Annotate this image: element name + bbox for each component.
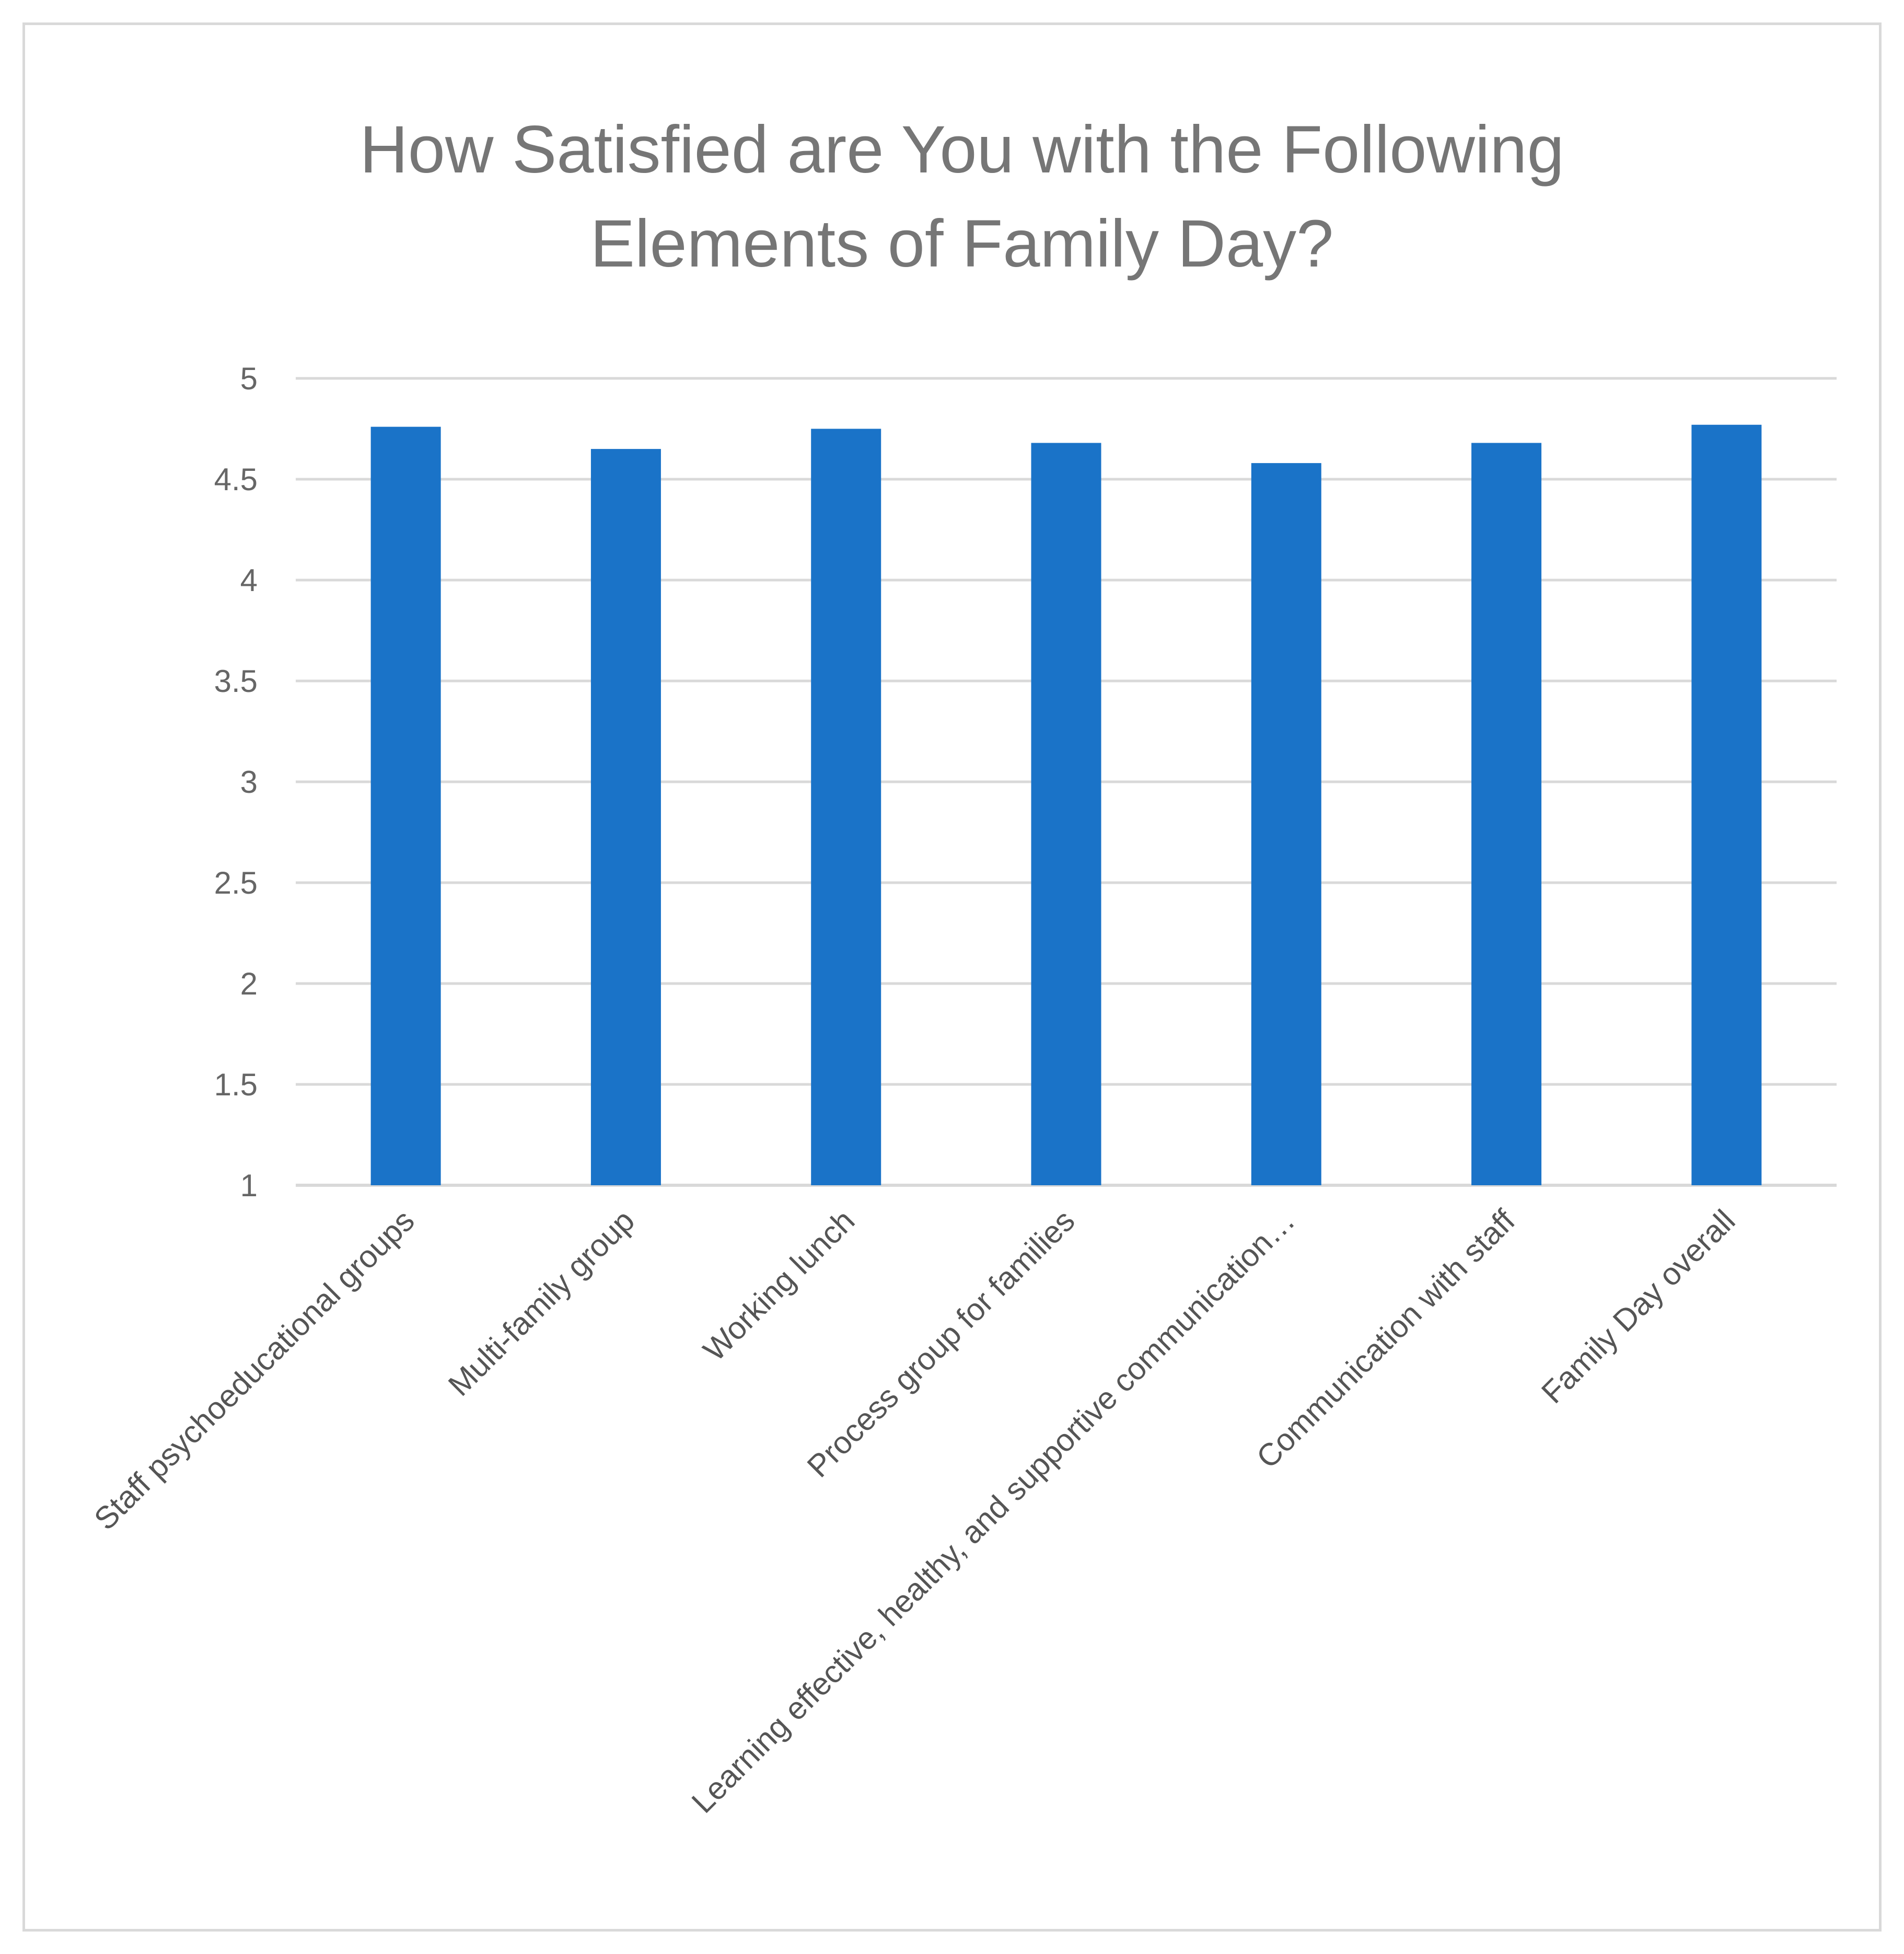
chart-frame — [22, 22, 1882, 1932]
y-tick-label: 4.5 — [214, 462, 258, 497]
y-tick-label: 2.5 — [214, 865, 258, 900]
bar — [590, 449, 661, 1185]
y-tick-label: 2 — [240, 966, 258, 1001]
bar — [1691, 424, 1762, 1185]
y-tick-label: 1 — [240, 1168, 258, 1203]
x-category-label: Staff psychoeducational groups — [87, 1203, 421, 1537]
chart-title-line-2: Elements of Family Day? — [590, 206, 1334, 281]
chart-title: How Satisfied are You with the Following… — [359, 112, 1564, 281]
y-tick-label: 4 — [240, 563, 258, 598]
x-category-label: Multi-family group — [442, 1203, 641, 1403]
chart-title-line-1: How Satisfied are You with the Following — [359, 112, 1564, 187]
y-tick-label: 5 — [240, 361, 258, 396]
x-category-label: Communication with staff — [1250, 1203, 1522, 1475]
bar — [1031, 443, 1101, 1185]
bar — [811, 429, 881, 1185]
x-category-label: Working lunch — [696, 1203, 861, 1368]
bars — [370, 424, 1762, 1185]
x-category-label: Family Day overall — [1535, 1203, 1742, 1410]
bar — [1251, 463, 1321, 1185]
y-axis-tick-labels: 1 1.5 2 2.5 3 3.5 4 4.5 5 — [214, 361, 258, 1203]
y-tick-label: 3 — [240, 765, 258, 800]
y-tick-label: 3.5 — [214, 664, 258, 699]
bar — [370, 426, 441, 1185]
bar — [1471, 443, 1542, 1185]
x-axis-category-labels: Staff psychoeducational groups Multi-fami… — [87, 1203, 1742, 1820]
y-tick-label: 1.5 — [214, 1067, 258, 1102]
